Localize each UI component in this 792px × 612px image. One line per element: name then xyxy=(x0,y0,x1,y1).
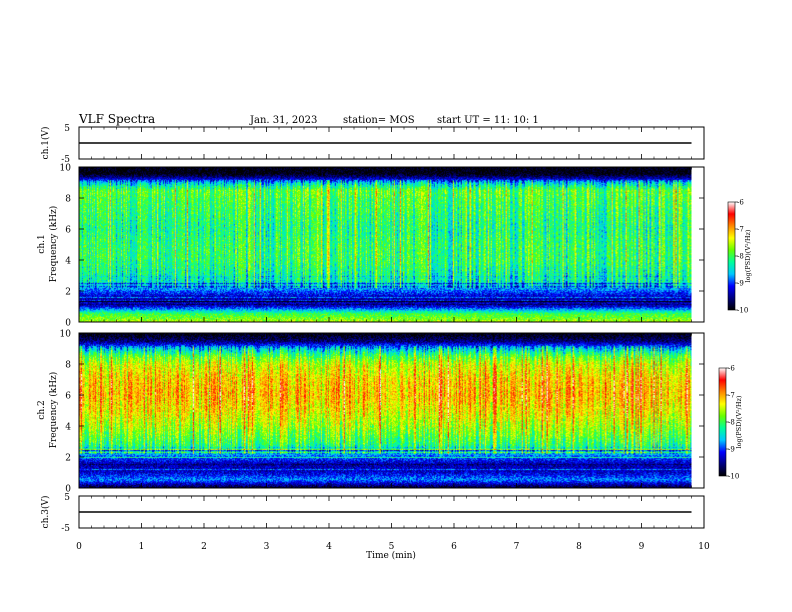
x-tick-label: 4 xyxy=(326,542,332,552)
colorbar-tick-label: -8 xyxy=(728,419,735,427)
x-tick-label: 7 xyxy=(514,542,520,552)
ch1-waveform-ylabel: ch.1(V) xyxy=(40,127,51,160)
x-tick-label: 5 xyxy=(389,542,395,552)
x-tick-label: 8 xyxy=(576,542,582,552)
ch2-frequency-label: Frequency (kHz) xyxy=(48,372,59,449)
colorbar-tick-label: -9 xyxy=(737,280,744,288)
x-axis-ticks: 0 1 2 3 4 5 6 7 8 9 10 xyxy=(76,127,710,552)
y-tick-label: 2 xyxy=(65,288,71,298)
ch1-colorbar: -6 -7 -8 -9 -10 log(PSD)(V²/Hz) xyxy=(727,199,752,315)
ch1-frequency-label: Frequency (kHz) xyxy=(48,206,59,283)
x-tick-label: 6 xyxy=(451,542,457,552)
x-tick-label: 0 xyxy=(76,542,82,552)
ch2-colorbar-scale xyxy=(718,367,727,477)
colorbar-tick-label: -8 xyxy=(737,253,744,261)
ch1-spectrogram-panel: 0 2 4 6 8 10 ch.1 Frequency (kHz) xyxy=(37,164,705,329)
ch1-ytick-bottom: -5 xyxy=(61,155,70,165)
colorbar-tick-label: -10 xyxy=(728,473,739,481)
ch2-colorbar: -6 -7 -8 -9 -10 log(PSD)(V²/Hz) xyxy=(718,365,743,481)
y-tick-label: 4 xyxy=(65,423,71,433)
y-tick-label: 8 xyxy=(65,361,71,371)
ch3-ytick-top: 5 xyxy=(64,493,70,503)
ch1-colorbar-label: log(PSD)(V²/Hz) xyxy=(744,229,752,282)
ch1-channel-label: ch.1 xyxy=(37,234,47,253)
colorbar-tick-label: -7 xyxy=(728,392,735,400)
colorbar-tick-label: -10 xyxy=(737,307,748,315)
y-tick-label: 10 xyxy=(60,164,72,174)
colorbar-tick-label: -7 xyxy=(737,226,744,234)
colorbar-tick-label: -9 xyxy=(728,446,735,454)
ch2-colorbar-label: log(PSD)(V²/Hz) xyxy=(735,395,743,448)
ch3-waveform-panel: 5 -5 ch.3(V) xyxy=(40,493,705,534)
x-tick-label: 1 xyxy=(139,542,145,552)
x-tick-label: 10 xyxy=(698,542,710,552)
y-tick-label: 6 xyxy=(65,392,71,402)
ch1-spectrogram-image xyxy=(79,167,692,322)
y-tick-label: 2 xyxy=(65,454,71,464)
ch1-ytick-top: 5 xyxy=(64,124,70,134)
x-tick-label: 3 xyxy=(264,542,270,552)
header-station: station= MOS xyxy=(343,115,415,126)
ch2-spectrogram-panel: 0 2 4 6 8 10 ch.2 Frequency (kHz) xyxy=(37,330,705,495)
y-tick-label: 10 xyxy=(60,330,72,340)
x-tick-label: 9 xyxy=(639,542,645,552)
ch1-colorbar-scale xyxy=(727,201,736,311)
colorbar-tick-label: -6 xyxy=(737,199,744,207)
ch3-ytick-bottom: -5 xyxy=(61,524,70,534)
y-tick-label: 0 xyxy=(65,319,71,329)
colorbar-tick-label: -6 xyxy=(728,365,735,373)
y-tick-label: 0 xyxy=(65,485,71,495)
ch3-waveform-ylabel: ch.3(V) xyxy=(40,496,51,529)
figure-title: VLF Spectra xyxy=(78,112,155,126)
x-tick-label: 2 xyxy=(201,542,207,552)
x-axis-label: Time (min) xyxy=(366,550,416,561)
ch2-spectrogram-image xyxy=(79,333,692,488)
ch2-channel-label: ch.2 xyxy=(37,400,47,419)
y-tick-label: 4 xyxy=(65,257,71,267)
header-date: Jan. 31, 2023 xyxy=(249,115,317,126)
y-tick-label: 6 xyxy=(65,226,71,236)
header-start-time: start UT = 11: 10: 1 xyxy=(437,115,539,126)
y-tick-label: 8 xyxy=(65,195,71,205)
ch1-waveform-panel: 5 -5 ch.1(V) xyxy=(40,124,705,165)
